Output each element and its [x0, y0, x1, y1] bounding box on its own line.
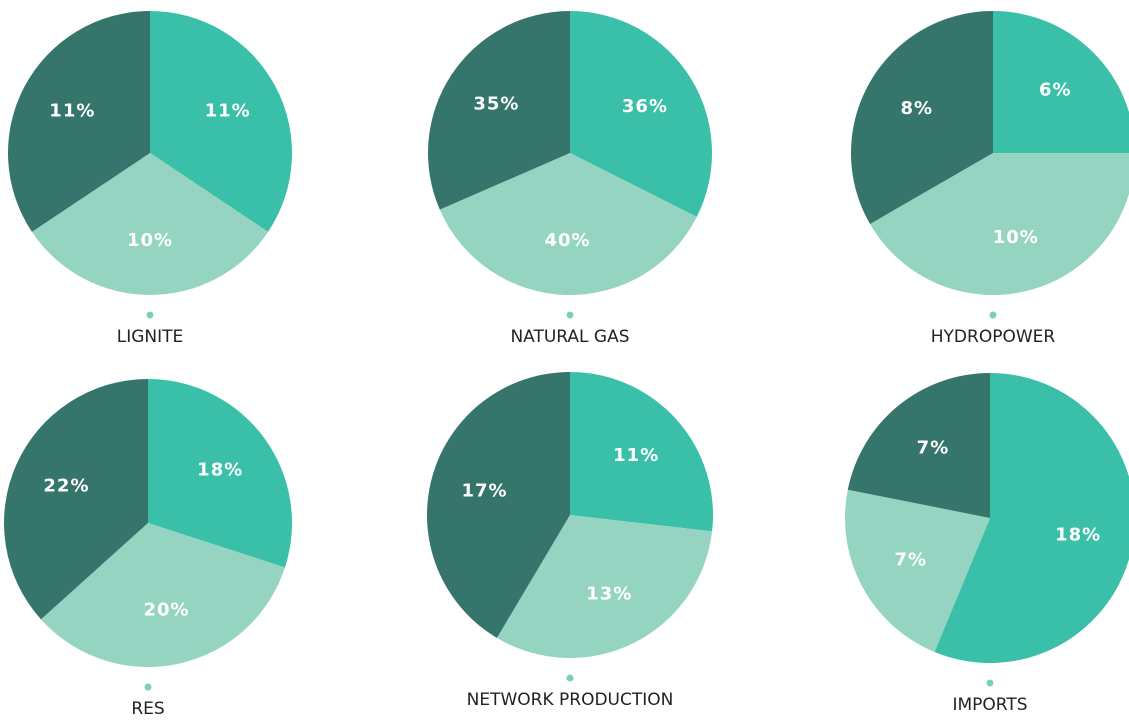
value-label: 20% — [144, 599, 190, 620]
value-label: 18% — [1055, 525, 1101, 546]
value-label: 10% — [993, 227, 1039, 248]
pie-title: NETWORK PRODUCTION — [467, 690, 674, 710]
value-label: 11% — [205, 100, 251, 121]
pie-slice — [496, 515, 713, 658]
pie-slice — [934, 373, 1129, 663]
pie-slice — [427, 371, 570, 638]
value-label: 18% — [197, 460, 243, 481]
marker-dot — [986, 679, 994, 687]
pie-slice — [993, 11, 1129, 153]
pie-slice — [570, 372, 713, 532]
pie-title: HYDROPOWER — [931, 327, 1056, 347]
value-label: 40% — [544, 230, 590, 251]
value-label: 36% — [622, 96, 668, 117]
value-label: 13% — [586, 583, 632, 604]
value-label: 7% — [894, 549, 927, 570]
value-label: 8% — [900, 98, 933, 119]
value-label: 11% — [49, 100, 95, 121]
pie-slice — [439, 153, 697, 295]
pie-title: NATURAL GAS — [510, 327, 629, 347]
pie-slice — [4, 379, 149, 620]
marker-dot — [144, 683, 152, 691]
value-label: 11% — [613, 445, 659, 466]
pie-slice — [870, 153, 1129, 295]
marker-dot — [146, 311, 154, 319]
marker-dot — [989, 311, 997, 319]
pie-slice — [428, 11, 570, 210]
pie-slice — [40, 523, 285, 668]
pie-title: LIGNITE — [117, 327, 184, 347]
value-label: 7% — [917, 438, 950, 459]
value-label: 22% — [43, 476, 89, 497]
pie-slice — [31, 153, 269, 295]
pie-slice — [851, 11, 993, 224]
pie-slice — [847, 373, 990, 518]
pie-slice — [845, 489, 990, 652]
marker-dot — [566, 674, 574, 682]
pie-slice — [570, 11, 712, 217]
pie-slice — [148, 379, 292, 568]
pie-slice — [150, 11, 293, 232]
value-label: 10% — [127, 230, 173, 251]
pie-slice — [7, 11, 150, 232]
value-label: 6% — [1039, 80, 1072, 101]
pie-title: RES — [131, 699, 164, 719]
value-label: 17% — [461, 481, 507, 502]
pie-title: IMPORTS — [952, 695, 1027, 715]
marker-dot — [566, 311, 574, 319]
value-label: 35% — [473, 94, 519, 115]
